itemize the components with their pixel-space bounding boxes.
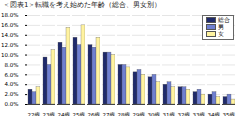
svg-text:35歳: 35歳 — [223, 112, 236, 116]
svg-text:26歳: 26歳 — [88, 112, 101, 116]
html-text:女: 女 — [218, 31, 224, 37]
svg-text:27歳: 27歳 — [103, 112, 116, 116]
svg-text:31歳: 31歳 — [163, 112, 176, 116]
svg-text:33歳: 33歳 — [193, 112, 206, 116]
svg-text:34歳: 34歳 — [208, 112, 221, 116]
svg-text:2.0%: 2.0% — [5, 91, 19, 97]
html-text:＜図表1＞転職を考え始めた年齢（総合、男女別）: ＜図表1＞転職を考え始めた年齢（総合、男女別） — [3, 1, 162, 9]
html-text:男: 男 — [218, 24, 224, 30]
svg-text:12.0%: 12.0% — [1, 42, 18, 48]
svg-text:10.0%: 10.0% — [1, 52, 18, 58]
svg-text:23歳: 23歳 — [43, 112, 56, 116]
svg-text:30歳: 30歳 — [148, 112, 161, 116]
svg-text:18.0%: 18.0% — [1, 12, 18, 18]
svg-text:28歳: 28歳 — [118, 112, 131, 116]
html-text:総合: 総合 — [218, 17, 230, 23]
svg-text:24歳: 24歳 — [58, 112, 71, 116]
svg-text:22歳: 22歳 — [28, 112, 41, 116]
svg-text:16.0%: 16.0% — [1, 22, 18, 28]
svg-text:6.0%: 6.0% — [5, 72, 19, 78]
svg-text:14.0%: 14.0% — [1, 32, 18, 38]
svg-text:8.0%: 8.0% — [5, 62, 19, 68]
svg-text:32歳: 32歳 — [178, 112, 191, 116]
svg-text:4.0%: 4.0% — [5, 81, 19, 87]
svg-text:0.0%: 0.0% — [5, 101, 19, 107]
svg-text:25歳: 25歳 — [73, 112, 86, 116]
svg-text:29歳: 29歳 — [133, 112, 146, 116]
